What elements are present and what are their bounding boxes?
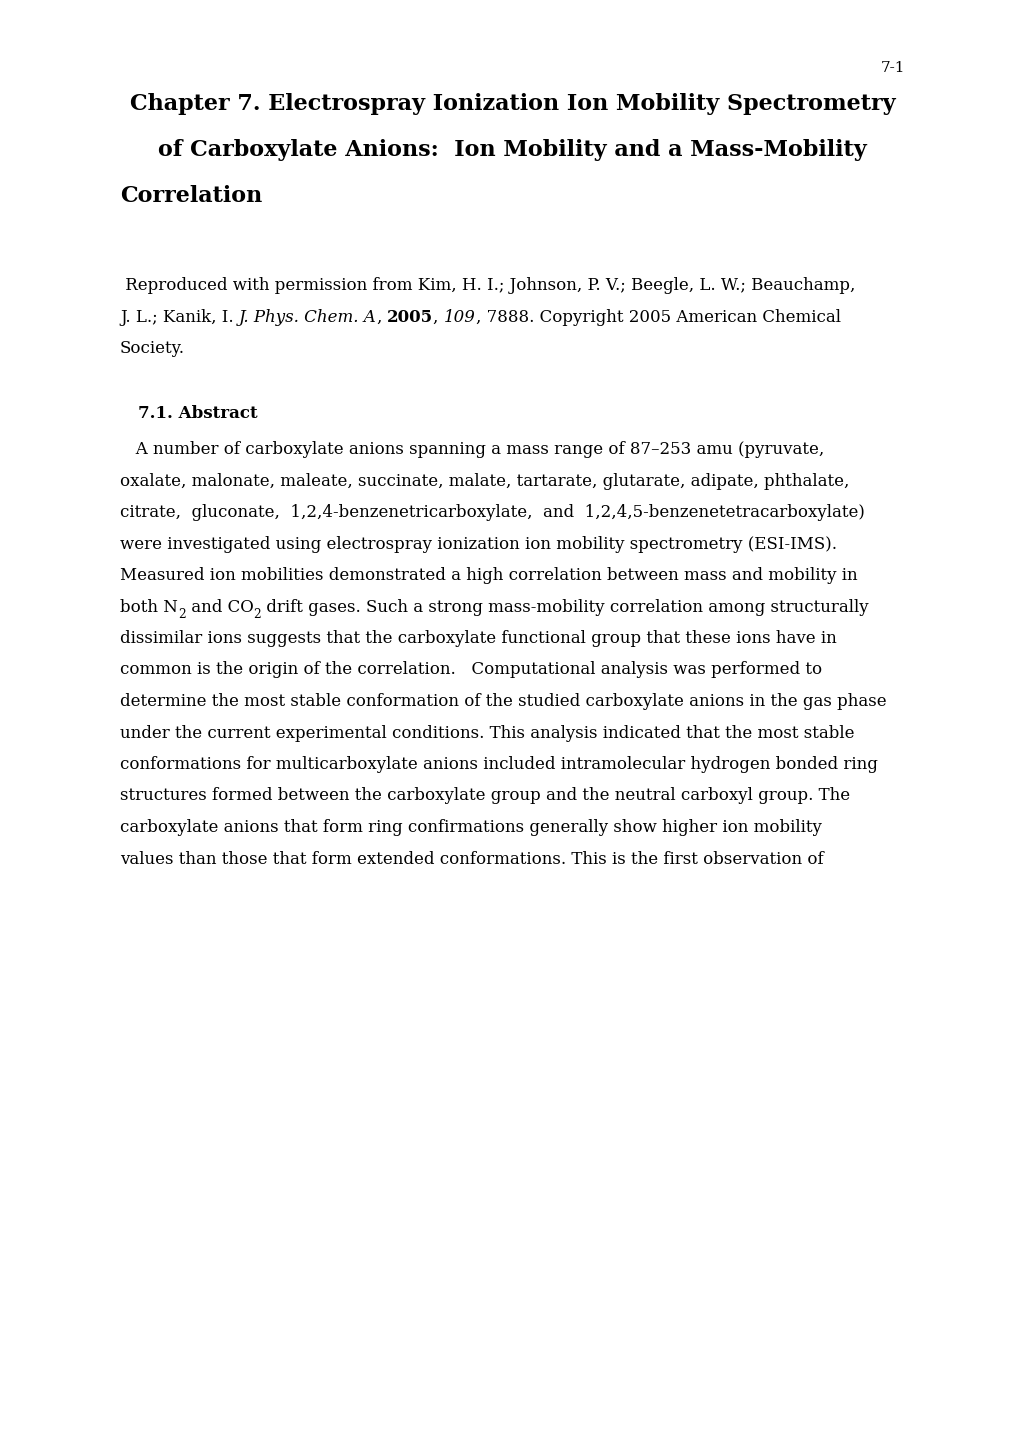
Text: conformations for multicarboxylate anions included intramolecular hydrogen bonde: conformations for multicarboxylate anion… [120, 756, 877, 773]
Text: 7.1. Abstract: 7.1. Abstract [138, 405, 258, 423]
Text: Correlation: Correlation [120, 185, 262, 208]
Text: 7-1: 7-1 [879, 61, 904, 75]
Text: dissimilar ions suggests that the carboxylate functional group that these ions h: dissimilar ions suggests that the carbox… [120, 630, 836, 647]
Text: oxalate, malonate, maleate, succinate, malate, tartarate, glutarate, adipate, ph: oxalate, malonate, maleate, succinate, m… [120, 473, 849, 489]
Text: 109: 109 [443, 309, 476, 326]
Text: determine the most stable conformation of the studied carboxylate anions in the : determine the most stable conformation o… [120, 694, 886, 709]
Text: J. L.; Kanik, I.: J. L.; Kanik, I. [120, 309, 238, 326]
Text: drift gases. Such a strong mass-mobility correlation among structurally: drift gases. Such a strong mass-mobility… [261, 598, 867, 616]
Text: 2: 2 [177, 609, 185, 622]
Text: A number of carboxylate anions spanning a mass range of 87–253 amu (pyruvate,: A number of carboxylate anions spanning … [120, 441, 823, 459]
Text: 2: 2 [253, 609, 261, 622]
Text: carboxylate anions that form ring confirmations generally show higher ion mobili: carboxylate anions that form ring confir… [120, 819, 821, 836]
Text: citrate,  gluconate,  1,2,4-benzenetricarboxylate,  and  1,2,4,5-benzenetetracar: citrate, gluconate, 1,2,4-benzenetricarb… [120, 505, 864, 521]
Text: were investigated using electrospray ionization ion mobility spectrometry (ESI-I: were investigated using electrospray ion… [120, 535, 837, 552]
Text: structures formed between the carboxylate group and the neutral carboxyl group. : structures formed between the carboxylat… [120, 787, 849, 805]
Text: Chapter 7. Electrospray Ionization Ion Mobility Spectrometry: Chapter 7. Electrospray Ionization Ion M… [129, 92, 895, 115]
Text: Society.: Society. [120, 340, 184, 358]
Text: ,: , [376, 309, 387, 326]
Text: 2005: 2005 [387, 309, 433, 326]
Text: of Carboxylate Anions:  Ion Mobility and a Mass-Mobility: of Carboxylate Anions: Ion Mobility and … [158, 138, 866, 162]
Text: values than those that form extended conformations. This is the first observatio: values than those that form extended con… [120, 851, 822, 868]
Text: ,: , [433, 309, 443, 326]
Text: under the current experimental conditions. This analysis indicated that the most: under the current experimental condition… [120, 724, 854, 741]
Text: both N: both N [120, 598, 177, 616]
Text: , 7888. Copyright 2005 American Chemical: , 7888. Copyright 2005 American Chemical [476, 309, 840, 326]
Text: Measured ion mobilities demonstrated a high correlation between mass and mobilit: Measured ion mobilities demonstrated a h… [120, 567, 857, 584]
Text: common is the origin of the correlation.   Computational analysis was performed : common is the origin of the correlation.… [120, 662, 821, 679]
Text: and CO: and CO [185, 598, 253, 616]
Text: J. Phys. Chem. A: J. Phys. Chem. A [238, 309, 376, 326]
Text: Reproduced with permission from Kim, H. I.; Johnson, P. V.; Beegle, L. W.; Beauc: Reproduced with permission from Kim, H. … [120, 277, 855, 294]
